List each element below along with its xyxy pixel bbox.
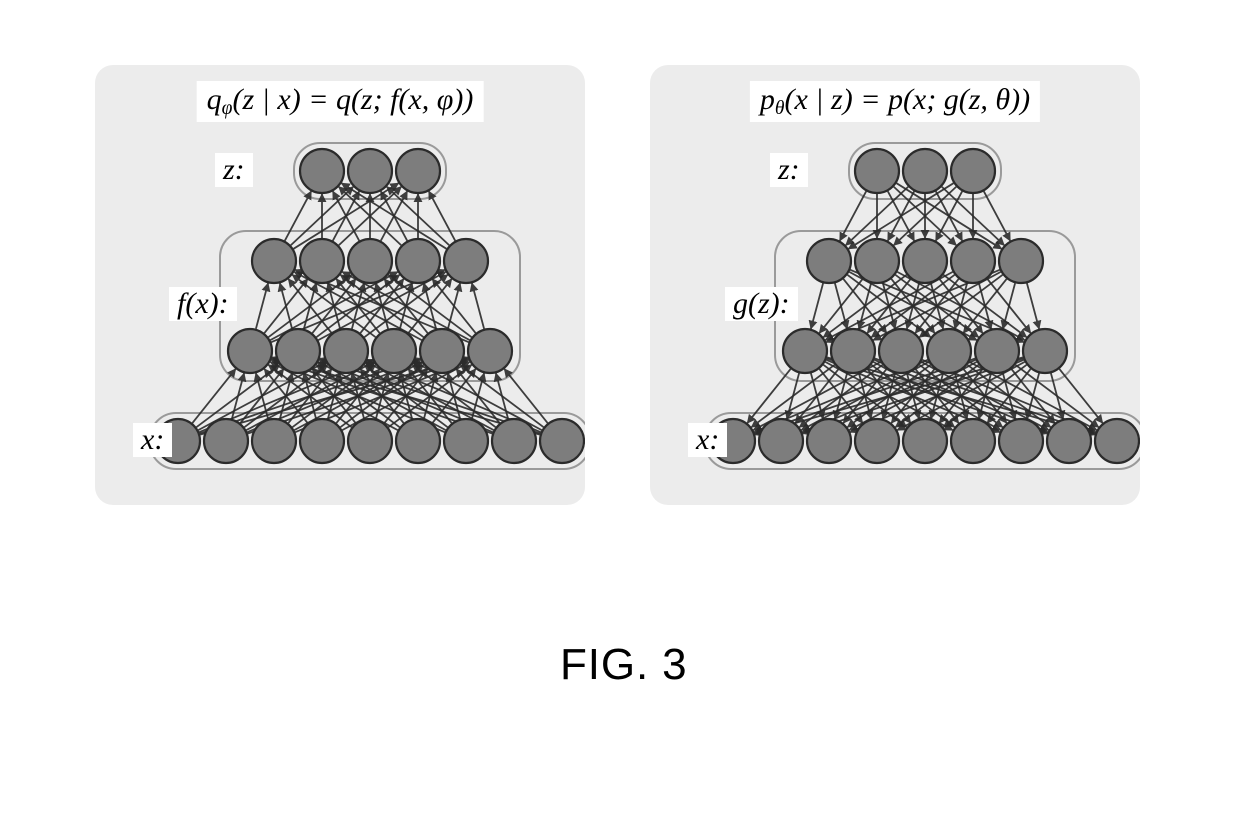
encoder-label-fx: f(x): — [169, 287, 237, 321]
decoder-label-z: z: — [770, 153, 808, 187]
decoder-formula: pθ(x | z) = p(x; g(z, θ)) — [750, 81, 1040, 122]
encoder-label-x: x: — [133, 423, 172, 457]
encoder-panel: qφ(z | x) = q(z; f(x, φ)) z: f(x): x: — [95, 65, 585, 505]
figure-canvas: { "figure": { "background_color": "#ffff… — [0, 0, 1240, 813]
encoder-label-z: z: — [215, 153, 253, 187]
decoder-panel: pθ(x | z) = p(x; g(z, θ)) z: g(z): x: — [650, 65, 1140, 505]
decoder-label-x: x: — [688, 423, 727, 457]
encoder-formula: qφ(z | x) = q(z; f(x, φ)) — [197, 81, 484, 122]
decoder-label-gz: g(z): — [725, 287, 798, 321]
figure-caption: FIG. 3 — [560, 640, 688, 690]
